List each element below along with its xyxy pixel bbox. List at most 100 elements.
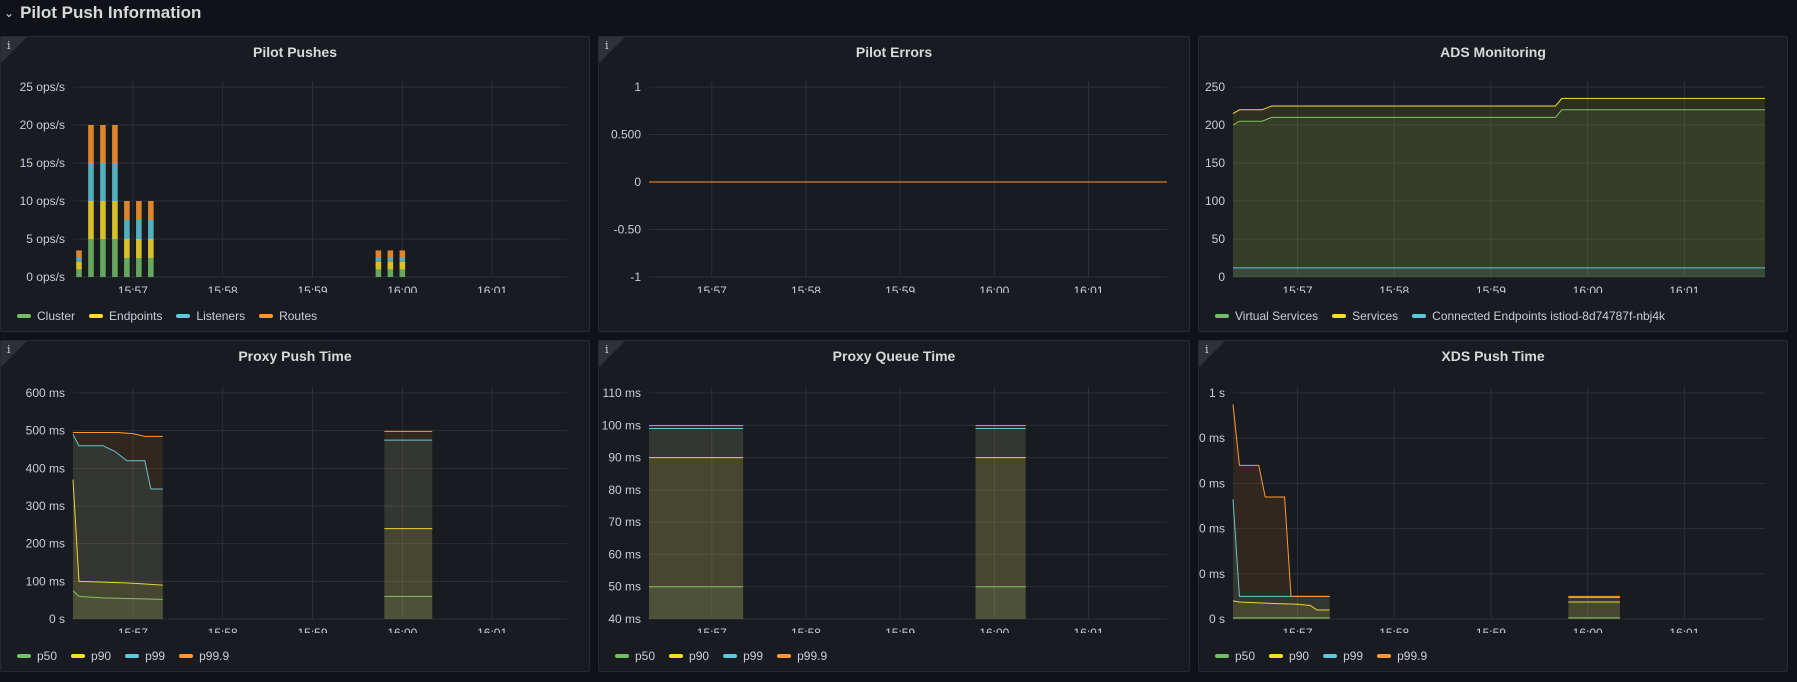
legend-item[interactable]: p99.9 xyxy=(777,649,827,663)
panel-pilot-pushes[interactable]: i Pilot Pushes 25 ops/s 20 ops/s 15 ops/s 10 … xyxy=(0,36,590,332)
bar-segment-endpoints[interactable] xyxy=(88,201,94,239)
legend-item[interactable]: Endpoints xyxy=(89,309,162,323)
panel-proxy-push-time[interactable]: i Proxy Push Time 600 ms 500 ms 400 ms 300 ms… xyxy=(0,340,590,672)
bar-segment-cluster[interactable] xyxy=(112,239,118,277)
bar-segment-listeners[interactable] xyxy=(148,220,154,239)
series-line[interactable] xyxy=(72,434,163,490)
legend-item[interactable]: Connected Endpoints istiod-8d74787f-nbj4… xyxy=(1412,309,1665,323)
chart-plot[interactable]: 1 s 800 ms 600 ms 400 ms 200 ms 0 s 15:57 15:58… xyxy=(1199,341,1789,633)
panel-info-corner[interactable] xyxy=(599,37,625,63)
bar-segment-listeners[interactable] xyxy=(100,163,106,201)
legend-item[interactable]: Cluster xyxy=(17,309,75,323)
panel-title[interactable]: Proxy Push Time xyxy=(238,348,352,364)
legend-item[interactable]: p90 xyxy=(71,649,111,663)
panel-title[interactable]: ADS Monitoring xyxy=(1440,44,1546,60)
legend-item[interactable]: p99 xyxy=(125,649,165,663)
bar-segment-listeners[interactable] xyxy=(124,220,130,239)
bar-segment-cluster[interactable] xyxy=(375,269,382,277)
chart-plot[interactable]: 250 200 150 100 50 0 15:57 15:58 15:59 16:00 16:01 xyxy=(1199,37,1789,293)
bar-segment-routes[interactable] xyxy=(387,250,394,258)
info-icon[interactable]: i xyxy=(605,343,609,356)
bar-segment-listeners[interactable] xyxy=(399,258,406,262)
bar-segment-cluster[interactable] xyxy=(136,258,142,277)
bar-segment-listeners[interactable] xyxy=(375,258,382,262)
legend-item[interactable]: p99.9 xyxy=(179,649,229,663)
bar-segment-endpoints[interactable] xyxy=(112,201,118,239)
legend-item[interactable]: p50 xyxy=(615,649,655,663)
bar-segment-endpoints[interactable] xyxy=(148,239,154,258)
series-line[interactable] xyxy=(72,590,163,600)
panel-xds-push-time[interactable]: i XDS Push Time 1 s 800 ms 600 ms 400 ms 200 m… xyxy=(1198,340,1788,672)
bar-segment-endpoints[interactable] xyxy=(124,239,130,258)
bar-segment-listeners[interactable] xyxy=(387,258,394,262)
bar-segment-listeners[interactable] xyxy=(112,163,118,201)
bar-segment-routes[interactable] xyxy=(112,125,118,163)
bar-segment-endpoints[interactable] xyxy=(387,261,394,270)
panel-ads-monitoring[interactable]: ADS Monitoring 250 200 150 100 50 0 15:57 15:58 1… xyxy=(1198,36,1788,332)
legend-item[interactable]: p90 xyxy=(669,649,709,663)
chevron-down-icon[interactable]: ⌄ xyxy=(4,6,15,20)
bar-segment-routes[interactable] xyxy=(88,125,94,163)
chart-plot[interactable]: 25 ops/s 20 ops/s 15 ops/s 10 ops/s 5 ops/s 0… xyxy=(1,37,591,293)
bar-segment-routes[interactable] xyxy=(399,250,406,258)
panel-title[interactable]: XDS Push Time xyxy=(1441,348,1545,364)
legend-item[interactable]: p99.9 xyxy=(1377,649,1427,663)
bar-segment-cluster[interactable] xyxy=(387,269,394,277)
legend-label: p99 xyxy=(145,649,166,663)
bar-segment-cluster[interactable] xyxy=(76,269,82,277)
legend-item[interactable]: p99 xyxy=(723,649,763,663)
bar-segment-listeners[interactable] xyxy=(88,163,94,201)
legend-item[interactable]: p99 xyxy=(1323,649,1363,663)
chart-plot[interactable]: 110 ms 100 ms 90 ms 80 ms 70 ms 60 ms 50 ms 40 … xyxy=(599,341,1191,633)
panel-title[interactable]: Pilot Errors xyxy=(855,44,933,60)
panel-info-corner[interactable] xyxy=(1199,341,1225,367)
bar-segment-routes[interactable] xyxy=(76,250,82,258)
panel-title[interactable]: Proxy Queue Time xyxy=(832,348,956,364)
legend-item[interactable]: Routes xyxy=(259,309,317,323)
series-area xyxy=(73,432,163,619)
info-icon[interactable]: i xyxy=(7,343,11,356)
bar-segment-routes[interactable] xyxy=(100,125,106,163)
bar-segment-endpoints[interactable] xyxy=(100,201,106,239)
info-icon[interactable]: i xyxy=(7,39,11,52)
legend-item[interactable]: Services xyxy=(1332,309,1398,323)
chart-plot[interactable]: 1 0.500 0 -0.50 -1 15:57 15:58 15:59 16:00 16:01 xyxy=(599,37,1191,293)
series-line[interactable] xyxy=(1232,600,1330,611)
series-line[interactable] xyxy=(72,479,163,586)
panel-info-corner[interactable] xyxy=(1,341,27,367)
row-header[interactable]: ⌄ Pilot Push Information xyxy=(0,0,201,26)
panel-pilot-errors[interactable]: i Pilot Errors 1 0.500 0 -0.50 -1 15:57 15:58 15:… xyxy=(598,36,1190,332)
bar-segment-routes[interactable] xyxy=(124,201,130,220)
panel-info-corner[interactable] xyxy=(1,37,27,63)
chart-plot[interactable]: 600 ms 500 ms 400 ms 300 ms 200 ms 100 ms 0 s 1… xyxy=(1,341,591,633)
bar-segment-endpoints[interactable] xyxy=(375,261,382,270)
series-line[interactable] xyxy=(73,432,163,437)
bar-segment-listeners[interactable] xyxy=(136,220,142,239)
bar-segment-routes[interactable] xyxy=(148,201,154,220)
bar-segment-endpoints[interactable] xyxy=(76,261,82,270)
legend-item[interactable]: Listeners xyxy=(176,309,245,323)
series-line[interactable] xyxy=(1232,404,1330,597)
bar-segment-listeners[interactable] xyxy=(76,258,82,262)
panel-proxy-queue-time[interactable]: i Proxy Queue Time 110 ms 100 ms 90 ms 80 ms 7… xyxy=(598,340,1190,672)
bar-segment-cluster[interactable] xyxy=(124,258,130,277)
bar-segment-endpoints[interactable] xyxy=(136,239,142,258)
bar-segment-endpoints[interactable] xyxy=(399,261,406,270)
series-line[interactable] xyxy=(1232,109,1765,126)
bar-segment-routes[interactable] xyxy=(375,250,382,258)
panel-title[interactable]: Pilot Pushes xyxy=(252,44,338,60)
info-icon[interactable]: i xyxy=(605,39,609,52)
legend-item[interactable]: p50 xyxy=(17,649,57,663)
bar-segment-cluster[interactable] xyxy=(100,239,106,277)
bar-segment-routes[interactable] xyxy=(136,201,142,220)
legend-item[interactable]: p50 xyxy=(1215,649,1255,663)
panel-info-corner[interactable] xyxy=(599,341,625,367)
series-line[interactable] xyxy=(1232,97,1765,115)
info-icon[interactable]: i xyxy=(1205,343,1209,356)
bar-segment-cluster[interactable] xyxy=(148,258,154,277)
legend-item[interactable]: Virtual Services xyxy=(1215,309,1318,323)
x-tick-label: 15:58 xyxy=(791,626,821,633)
legend-item[interactable]: p90 xyxy=(1269,649,1309,663)
bar-segment-cluster[interactable] xyxy=(88,239,94,277)
bar-segment-cluster[interactable] xyxy=(399,269,406,277)
